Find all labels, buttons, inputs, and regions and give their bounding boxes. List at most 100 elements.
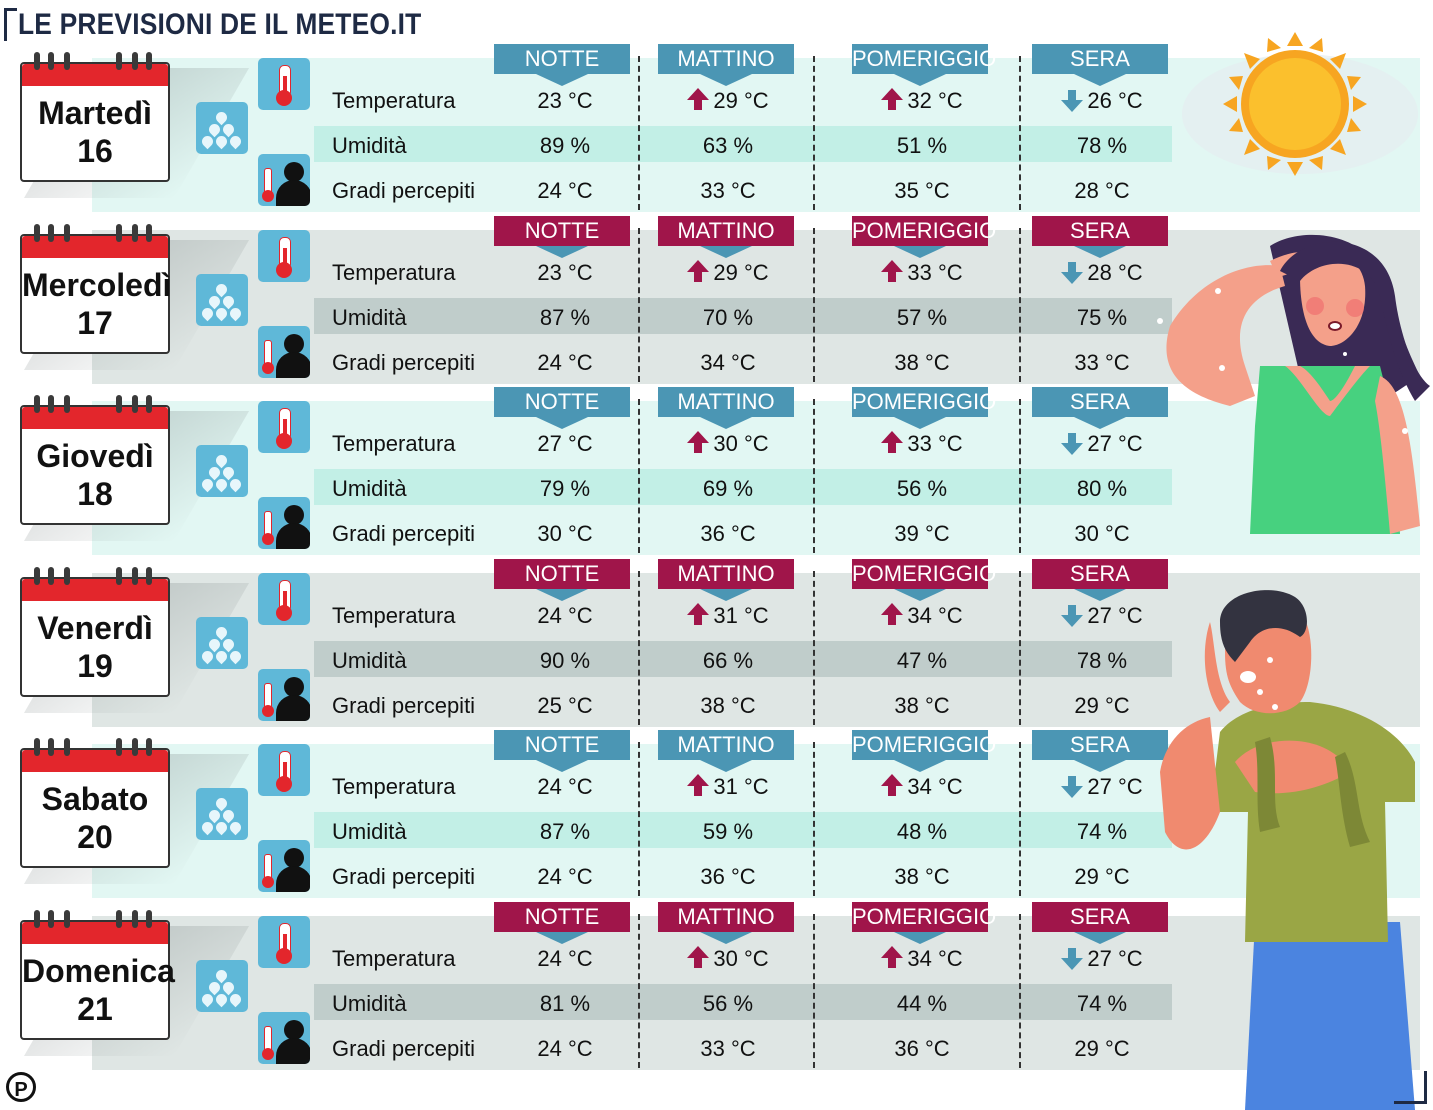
trend-up-arrow-icon: [687, 946, 710, 968]
calendar-header: [22, 236, 168, 258]
feels-cell: 33 °C: [700, 178, 756, 203]
calendar-page: Giovedì 18: [20, 405, 170, 525]
header-pointer: [1074, 589, 1126, 601]
humidity-cell: 87 %: [539, 305, 591, 330]
calendar-ring: [48, 224, 54, 242]
trend-down-arrow-icon: [1061, 262, 1084, 284]
calendar-icon: Mercoledì 17: [20, 222, 250, 370]
calendar-page: Domenica 21: [20, 920, 175, 1040]
calendar-ring: [116, 52, 122, 70]
trend-down-arrow-icon: [1061, 90, 1084, 112]
day-number: 18: [77, 476, 113, 512]
row-label-humidity: Umidità: [332, 819, 407, 844]
header-pointer: [894, 589, 946, 601]
humidity-row-stripe: [314, 812, 1172, 848]
humidity-cell: 51 %: [896, 133, 948, 158]
feels-cell: 24 °C: [537, 350, 593, 375]
feels-cell: 36 °C: [700, 521, 756, 546]
humidity-cell: 87 %: [539, 819, 591, 844]
header-pointer: [700, 932, 752, 944]
trend-up-arrow-icon: [881, 946, 904, 968]
forecast-block-day-friday: Venerdì 19 NOTTE MATTINO POMERIGGIO SERA Temp…: [0, 559, 1433, 731]
row-label-temperature: Temperatura: [332, 260, 456, 285]
temperature-cell: 24 °C: [537, 946, 593, 971]
humidity-cell: 44 %: [896, 991, 948, 1016]
calendar-ring: [116, 738, 122, 756]
period-header-mattino: MATTINO: [658, 730, 794, 772]
period-header-mattino: MATTINO: [658, 216, 794, 258]
header-pointer: [894, 246, 946, 258]
temperature-cell: 27 °C: [1027, 774, 1177, 800]
column-divider: [1019, 228, 1021, 382]
temperature-cell: 28 °C: [1027, 260, 1177, 286]
humidity-cell: 75 %: [1076, 305, 1128, 330]
header-pointer: [536, 417, 588, 429]
temperature-cell: 27 °C: [1027, 946, 1177, 972]
row-label-temperature: Temperatura: [332, 774, 456, 799]
feels-cell: 33 °C: [1074, 350, 1130, 375]
humidity-cell: 47 %: [896, 648, 948, 673]
row-label-temperature: Temperatura: [332, 88, 456, 113]
header-pointer: [536, 760, 588, 772]
day-number: 17: [77, 305, 113, 341]
row-label-feels: Gradi percepiti: [332, 864, 476, 889]
calendar-ring: [146, 567, 152, 585]
row-label-humidity: Umidità: [332, 648, 407, 673]
period-header-notte: NOTTE: [494, 559, 630, 601]
day-name: Mercoledì: [22, 267, 172, 303]
calendar-ring: [34, 910, 40, 928]
feels-like-person-icon: [258, 497, 310, 549]
humidity-cell: 81 %: [539, 991, 591, 1016]
publisher-logo: P: [6, 1072, 36, 1102]
humidity-cell: 59 %: [702, 819, 754, 844]
feels-cell: 30 °C: [537, 521, 593, 546]
period-header-sera: SERA: [1032, 730, 1168, 772]
feels-cell: 29 °C: [1074, 1036, 1130, 1061]
thermometer-icon: [258, 230, 310, 282]
row-label-humidity: Umidità: [332, 305, 407, 330]
humidity-cell: 48 %: [896, 819, 948, 844]
period-header-pomeriggio: POMERIGGIO: [852, 44, 996, 86]
column-divider: [1019, 571, 1021, 725]
sun-illustration: [1182, 32, 1418, 176]
feels-cell: 39 °C: [894, 521, 950, 546]
temperature-cell: 23 °C: [537, 88, 593, 113]
calendar-ring: [48, 395, 54, 413]
header-pointer: [894, 417, 946, 429]
day-name: Domenica: [22, 953, 175, 989]
calendar-ring: [64, 567, 70, 585]
row-label-feels: Gradi percepiti: [332, 521, 476, 546]
humidity-drops-icon: [196, 445, 248, 497]
humidity-cell: 78 %: [1076, 133, 1128, 158]
calendar-ring: [34, 224, 40, 242]
period-header-mattino: MATTINO: [658, 44, 794, 86]
day-number: 21: [77, 991, 113, 1027]
row-label-temperature: Temperatura: [332, 431, 456, 456]
feels-cell: 29 °C: [1074, 693, 1130, 718]
calendar-icon: Martedì 16: [20, 50, 250, 198]
column-divider: [1019, 399, 1021, 553]
feels-cell: 34 °C: [700, 350, 756, 375]
row-label-temperature: Temperatura: [332, 603, 456, 628]
feels-cell: 30 °C: [1074, 521, 1130, 546]
calendar-ring: [146, 910, 152, 928]
trend-down-arrow-icon: [1061, 948, 1084, 970]
humidity-cell: 80 %: [1076, 476, 1128, 501]
feels-like-person-icon: [258, 669, 310, 721]
calendar-ring: [64, 910, 70, 928]
calendar-header: [22, 922, 168, 944]
temperature-cell: 34 °C: [847, 603, 997, 629]
period-header-sera: SERA: [1032, 559, 1168, 601]
forecast-block-day-wednesday: Mercoledì 17 NOTTE MATTINO POMERIGGIO SERA Te…: [0, 216, 1433, 388]
humidity-drops-icon: [196, 274, 248, 326]
calendar-page: Mercoledì 17: [20, 234, 172, 354]
humidity-drops-icon: [196, 960, 248, 1012]
column-divider: [638, 571, 640, 725]
period-header-sera: SERA: [1032, 387, 1168, 429]
column-divider: [638, 742, 640, 896]
humidity-cell: 63 %: [702, 133, 754, 158]
temperature-cell: 31 °C: [653, 603, 803, 629]
column-divider: [1019, 914, 1021, 1068]
trend-down-arrow-icon: [1061, 776, 1084, 798]
humidity-cell: 90 %: [539, 648, 591, 673]
